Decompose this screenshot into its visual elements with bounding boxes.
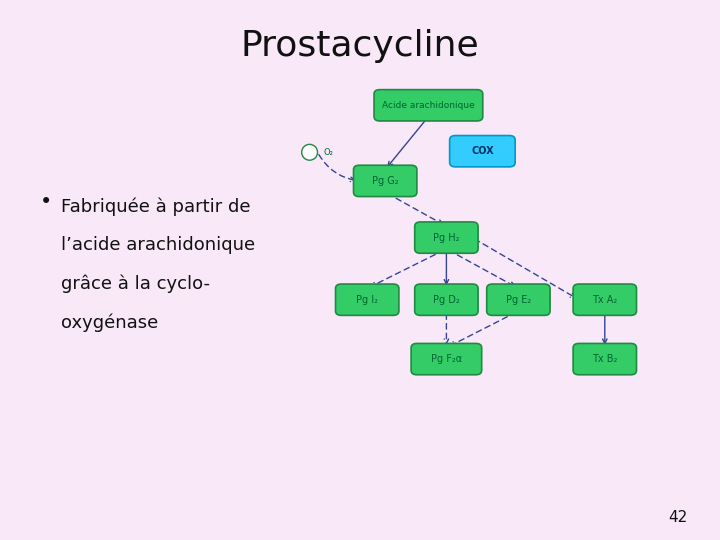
Text: Pg E₂: Pg E₂ [505,295,531,305]
Text: Tx A₂: Tx A₂ [592,295,618,305]
Text: Pg H₂: Pg H₂ [433,233,459,242]
Text: O₂: O₂ [324,148,334,157]
FancyBboxPatch shape [411,343,482,375]
FancyBboxPatch shape [487,284,550,315]
FancyBboxPatch shape [415,284,478,315]
Text: Tx B₂: Tx B₂ [592,354,618,364]
Text: Pg G₂: Pg G₂ [372,176,398,186]
Text: Pg F₂α: Pg F₂α [431,354,462,364]
Text: l’acide arachidonique: l’acide arachidonique [61,236,256,254]
Text: 42: 42 [668,510,688,525]
Text: •: • [40,192,52,212]
FancyBboxPatch shape [374,90,482,121]
Text: Prostacycline: Prostacycline [240,29,480,63]
Text: grâce à la cyclo-: grâce à la cyclo- [61,275,210,293]
FancyBboxPatch shape [354,165,417,197]
FancyBboxPatch shape [336,284,399,315]
Text: Acide arachidonique: Acide arachidonique [382,101,474,110]
Text: Fabriquée à partir de: Fabriquée à partir de [61,197,251,215]
FancyBboxPatch shape [415,222,478,253]
Text: oxygénase: oxygénase [61,314,158,332]
Text: Pg I₂: Pg I₂ [356,295,378,305]
Text: COX: COX [471,146,494,156]
FancyBboxPatch shape [573,284,636,315]
FancyBboxPatch shape [573,343,636,375]
Text: Pg D₂: Pg D₂ [433,295,460,305]
FancyBboxPatch shape [449,136,516,167]
Ellipse shape [302,144,318,160]
